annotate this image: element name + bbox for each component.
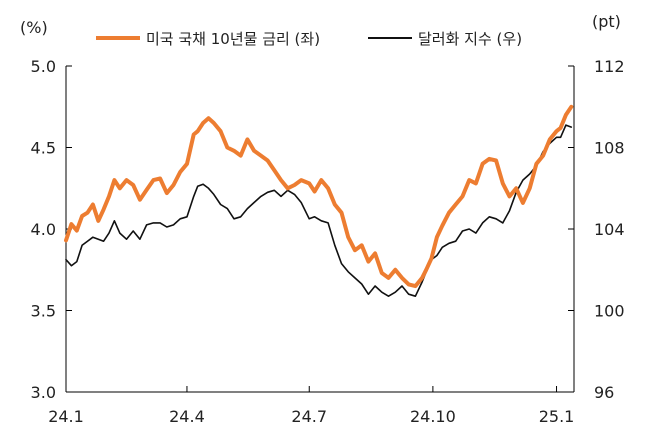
left-tick-label: 4.5 [31,139,56,158]
series-line-dollar-index [65,124,573,298]
legend-label-treasury: 미국 국채 10년물 금리 (좌) [146,30,320,48]
x-tick-label: 24.7 [291,407,327,426]
legend: 미국 국채 10년물 금리 (좌) 달러화 지수 (우) [96,30,522,48]
left-tick-label: 4.0 [31,220,56,239]
left-tick-label: 3.5 [31,302,56,321]
series-layer [64,104,574,298]
x-tick-label: 24.1 [48,407,84,426]
right-axis-unit: (pt) [592,12,621,31]
left-axis-ticks: 5.0 4.5 4.0 3.5 3.0 [31,57,72,402]
right-axis-ticks: 112 108 104 100 96 [568,57,625,402]
series-line-treasury-10y [64,104,574,289]
x-tick-label: 24.4 [169,407,205,426]
left-tick-label: 5.0 [31,57,56,76]
legend-label-dollar-index: 달러화 지수 (우) [418,30,522,48]
x-axis-ticks: 24.1 24.4 24.7 24.10 25.1 [48,386,574,426]
left-tick-label: 3.0 [31,383,56,402]
right-tick-label: 96 [594,383,614,402]
x-tick-label: 25.1 [539,407,575,426]
right-tick-label: 108 [594,139,625,158]
right-tick-label: 104 [594,220,625,239]
left-axis-unit: (%) [20,18,48,37]
x-tick-label: 24.10 [410,407,456,426]
right-tick-label: 100 [594,302,625,321]
right-tick-label: 112 [594,57,625,76]
